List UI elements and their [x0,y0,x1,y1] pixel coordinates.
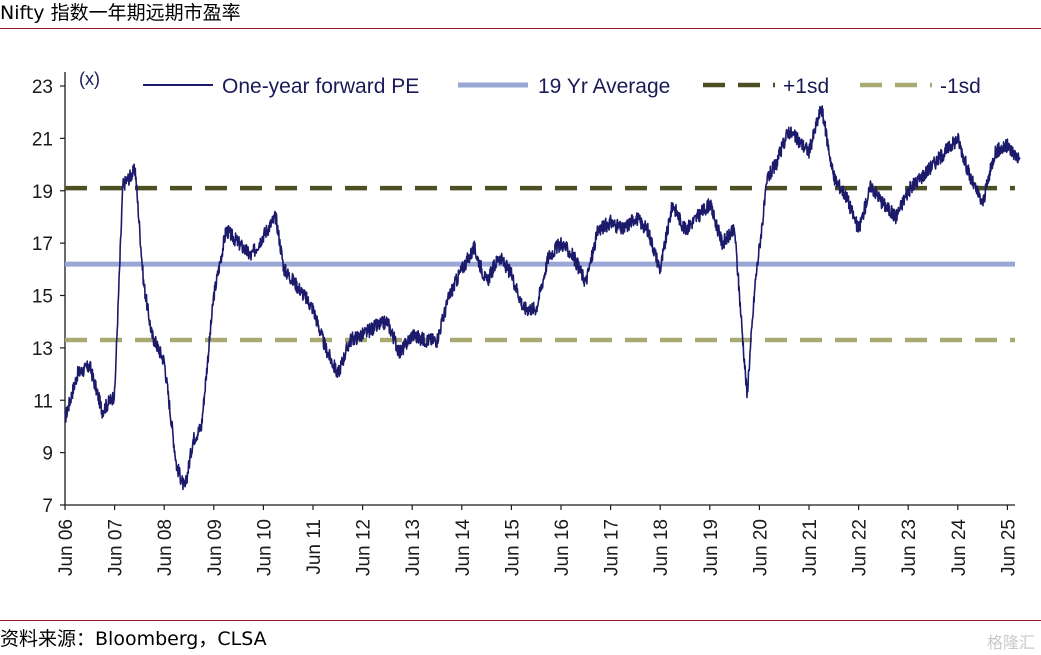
y-tick-label: 11 [33,391,53,412]
x-tick-label: Jun 10 [254,519,275,576]
legend-label-plus-1sd: +1sd [783,75,829,98]
x-tick-label: Jun 11 [304,519,325,575]
y-tick-label: 9 [42,444,53,465]
chart-title: Nifty 指数一年期远期市盈率 [0,2,241,24]
legend-label-average: 19 Yr Average [538,75,670,98]
x-tick-label: Jun 06 [56,519,77,576]
x-tick-label: Jun 20 [750,519,771,576]
watermark-text: 格隆汇 [986,633,1035,652]
y-tick-label: 7 [42,496,53,517]
y-tick-label: 13 [32,339,53,360]
x-tick-label: Jun 24 [949,519,970,576]
x-tick-label: Jun 21 [800,519,821,576]
y-tick-label: 17 [32,234,53,255]
x-tick-label: Jun 16 [552,519,573,576]
y-unit-label: (x) [79,69,100,89]
reference-lines [65,185,1015,343]
legend: One-year forward PE 19 Yr Average +1sd -1sd [143,75,981,98]
footer-rule [0,620,1041,621]
axes: 7 9 11 13 15 17 19 21 23 (x) Jun 06 Jun 07 Jun 08 Jun… [32,69,1020,576]
x-tick-label: Jun 08 [155,519,176,576]
x-tick-label: Jun 22 [850,519,871,576]
x-tick-label: Jun 12 [354,519,375,576]
y-tick-label: 23 [32,77,53,98]
x-tick-label: Jun 09 [205,519,226,576]
pe-line [64,105,1021,491]
x-tick-label: Jun 19 [701,519,722,576]
pe-chart: 7 9 11 13 15 17 19 21 23 (x) Jun 06 Jun 07 Jun 08 Jun… [32,69,1021,576]
x-tick-label: Jun 13 [403,519,424,576]
x-tick-label: Jun 25 [998,519,1019,576]
y-tick-label: 15 [32,287,53,308]
y-tick-label: 21 [32,129,53,150]
watermark-logo: 格隆汇 [987,629,1035,653]
y-tick-label: 19 [32,182,53,203]
x-tick-label: Jun 15 [502,519,523,576]
x-tick-label: Jun 17 [602,519,623,576]
x-tick-label: Jun 23 [899,519,920,576]
header-rule [0,28,1041,29]
pe-series [64,105,1021,491]
source-note: 资料来源：Bloomberg，CLSA [0,628,267,650]
legend-label-minus-1sd: -1sd [940,75,981,98]
x-tick-label: Jun 14 [453,519,474,576]
x-tick-label: Jun 07 [106,519,127,576]
x-tick-label: Jun 18 [651,519,672,576]
legend-label-pe: One-year forward PE [222,75,419,98]
